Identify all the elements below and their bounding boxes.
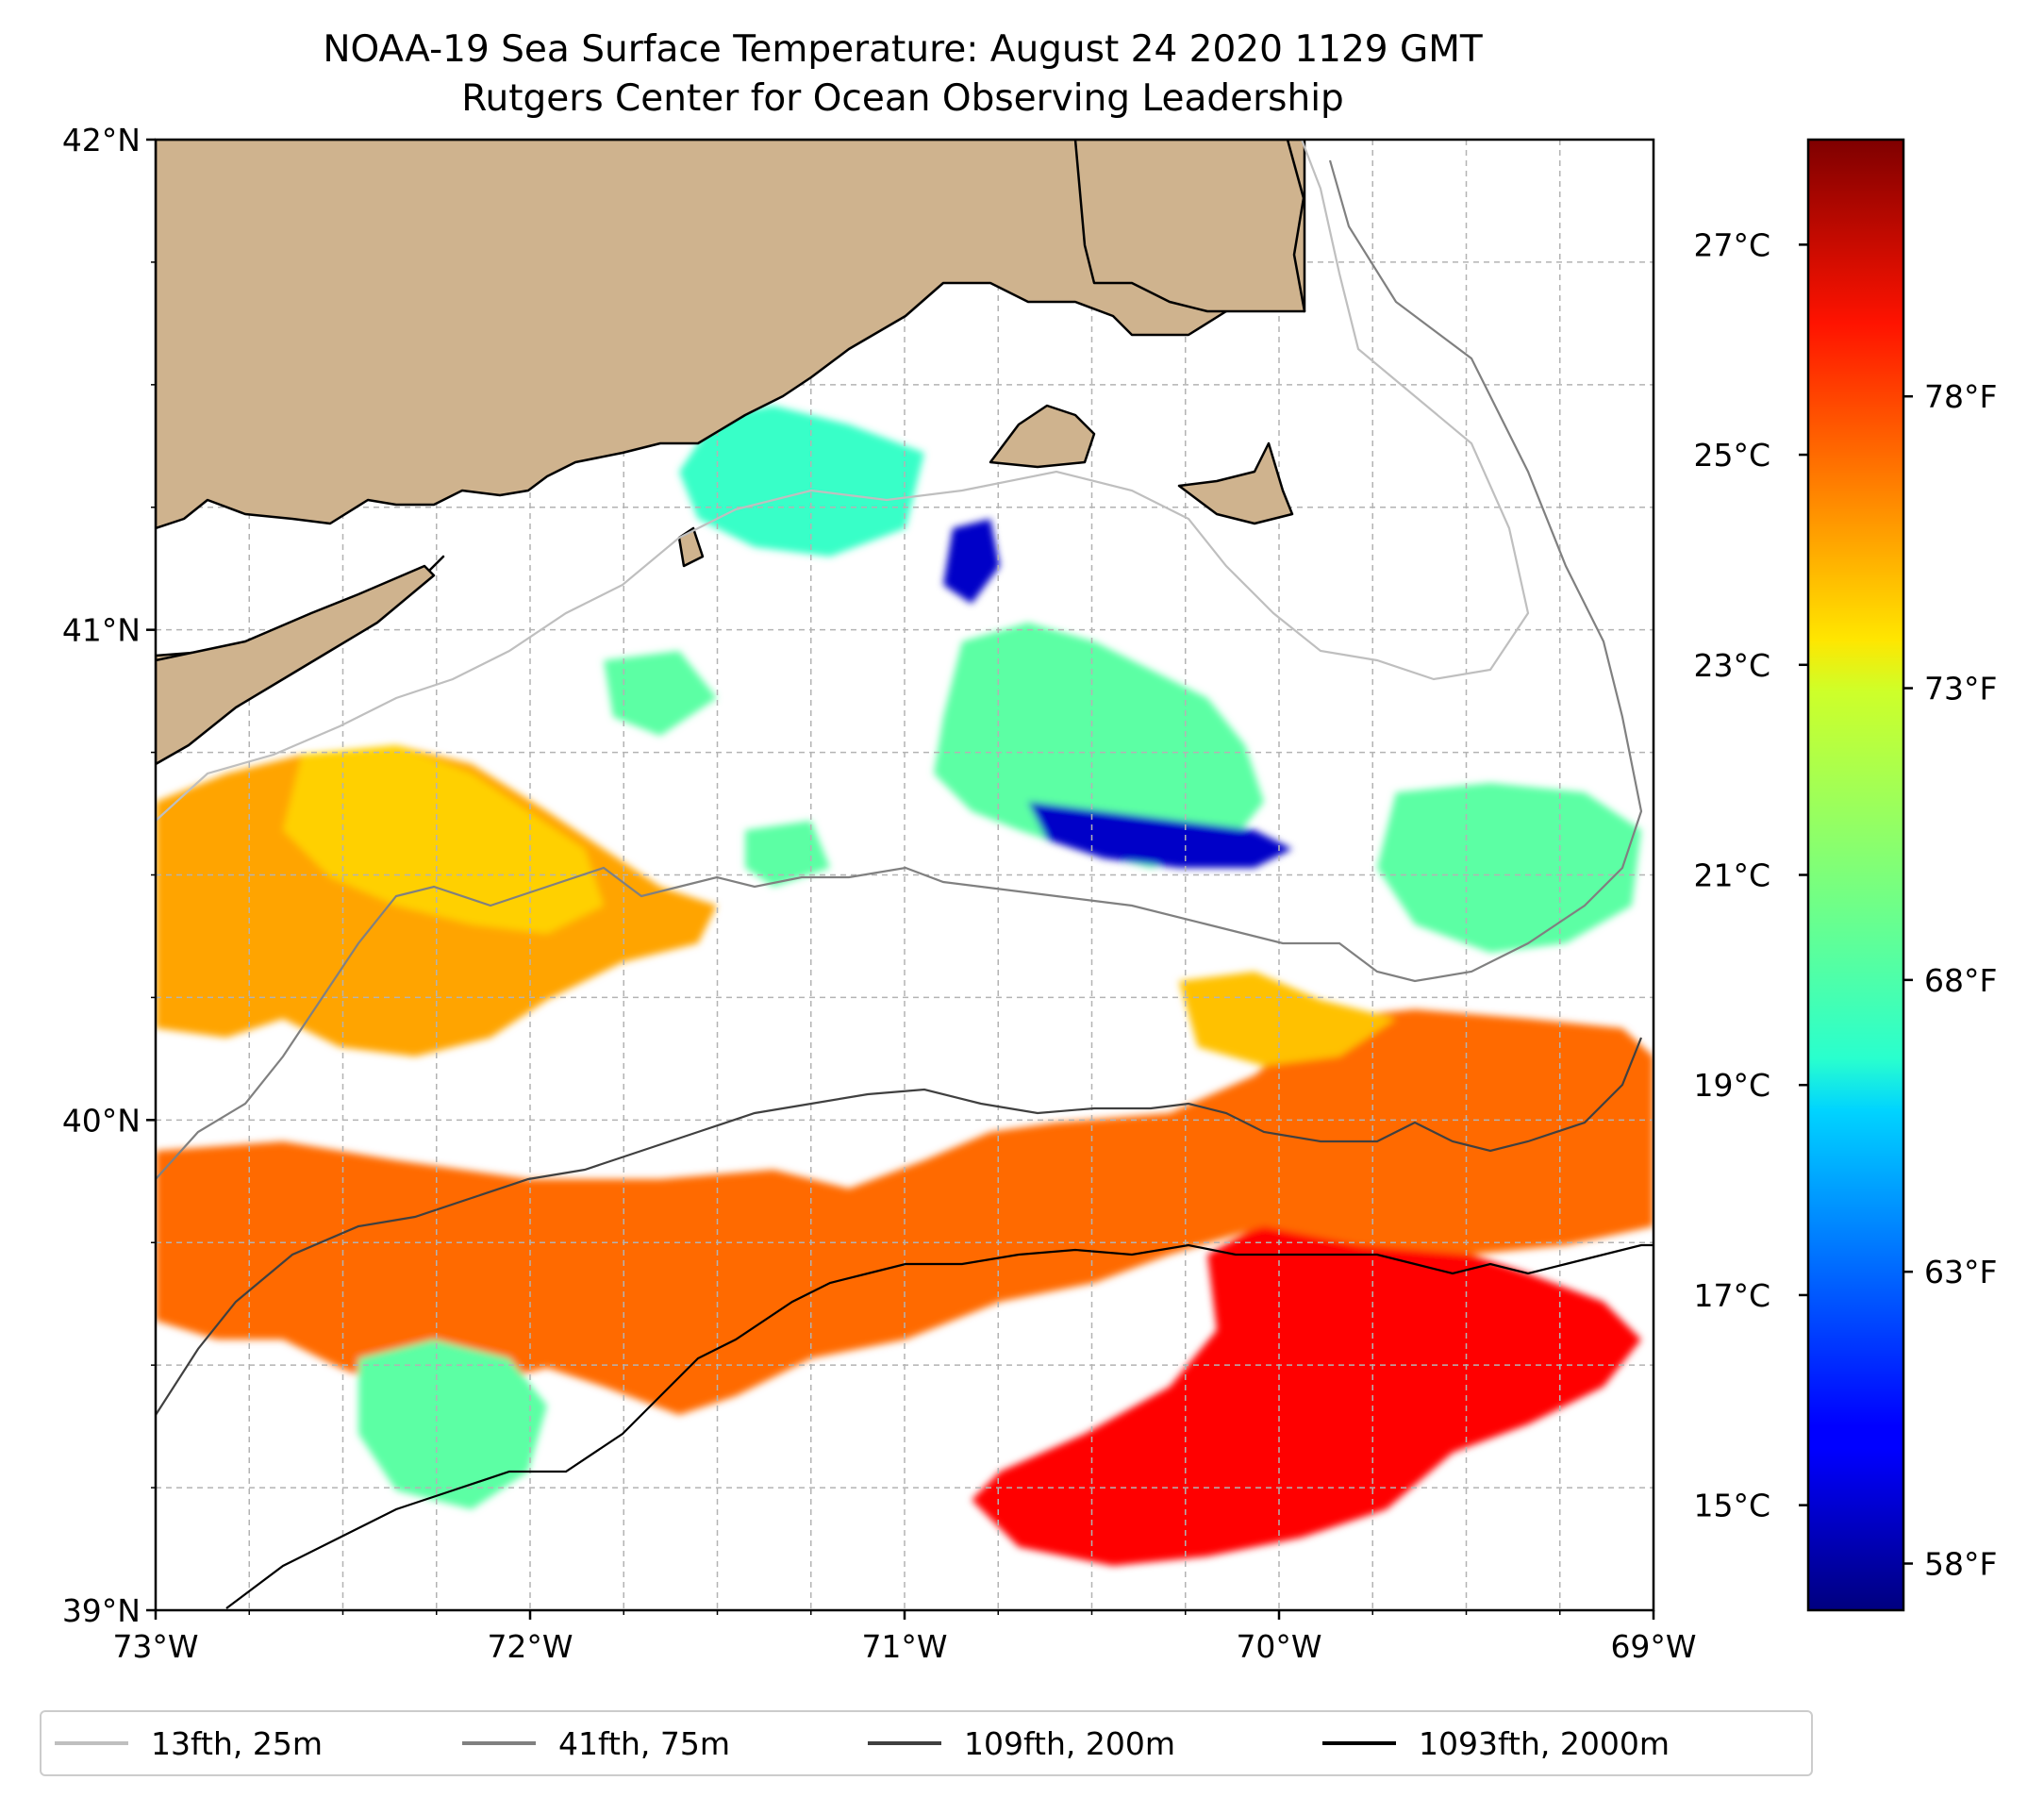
legend-line-75m [462,1741,536,1745]
sst-patch-central-cool-patch [934,623,1264,868]
legend-label-2000m: 1093fth, 2000m [1419,1724,1670,1762]
lon-tick-label: 72°W [487,1628,573,1665]
lat-tick-label: 39°N [62,1592,141,1629]
colorbar-celsius-label: 19°C [1693,1067,1770,1104]
sst-patch-east-shelf-patch [1179,972,1396,1066]
legend-item-2000m: 1093fth, 2000m [1322,1712,1670,1774]
lat-tick-label: 41°N [62,612,141,649]
legend-label-200m: 109fth, 200m [964,1724,1175,1762]
isobath-legend: 13fth, 25m 41fth, 75m 109fth, 200m 1093f… [40,1710,1813,1776]
colorbar [1808,140,1903,1610]
sst-patch-small-cool-1 [604,651,717,736]
map-axes: 73°W 72°W 71°W 70°W 69°W 42°N 41°N 40°N 39°N [62,122,1697,1665]
sst-patch-sound-waters [679,406,924,557]
colorbar-fahrenheit-label: 68°F [1924,962,1997,999]
sst-patch-central-cold-core [1028,802,1292,868]
land-layer [156,140,1306,766]
legend-line-25m [55,1741,128,1745]
sst-patch-cool-southwest [358,1339,547,1509]
land-cape-cod [1073,140,1306,313]
isobath-layer [156,140,1653,1609]
colorbar-celsius-label: 17°C [1693,1277,1770,1314]
colorbar-fahrenheit-label: 63°F [1924,1254,1997,1290]
sst-patch-cold-north [943,519,1000,604]
lat-tick-label: 42°N [62,122,141,158]
sst-patch-southeast-warm-core [972,1217,1641,1566]
legend-item-25m: 13fth, 25m [55,1712,323,1774]
lon-tick-label: 70°W [1236,1628,1321,1665]
isobath-2000m [225,1243,1653,1609]
isobath-200m [156,1037,1643,1416]
map-title: NOAA-19 Sea Surface Temperature: August … [323,28,1483,71]
sst-patch-northwest-patch [283,745,604,934]
legend-line-2000m [1322,1741,1396,1745]
land-block-island [677,526,705,568]
colorbar-celsius-label: 27°C [1693,226,1770,263]
colorbar-celsius-label: 15°C [1693,1488,1770,1524]
colorbar-celsius-label: 25°C [1693,437,1770,474]
lon-tick-label: 71°W [861,1628,947,1665]
colorbar-axes: 15°C 17°C 19°C 21°C 23°C 25°C 27°C 58°F 63°F 68°F… [1693,226,1997,1582]
legend-item-75m: 41fth, 75m [462,1712,730,1774]
map-plot-area [156,140,1653,1610]
sst-patch-east-cool [1377,783,1641,953]
land-nantucket [1177,441,1294,525]
land-new-england [156,140,1306,530]
graticule [156,140,1653,1610]
colorbar-celsius-label: 23°C [1693,647,1770,684]
lon-tick-label: 69°W [1610,1628,1696,1665]
isobath-25m [156,140,1530,822]
colorbar-fahrenheit-label: 58°F [1924,1546,1997,1583]
legend-label-75m: 41fth, 75m [558,1724,730,1762]
lat-tick-label: 40°N [62,1102,141,1139]
legend-item-200m: 109fth, 200m [868,1712,1175,1774]
legend-label-25m: 13fth, 25m [151,1724,323,1762]
land-marthas-vineyard [989,404,1096,469]
isobath-75m [156,159,1643,1180]
colorbar-fahrenheit-label: 78°F [1924,378,1997,415]
sst-patch-small-cool-2 [745,821,830,887]
colorbar-celsius-label: 21°C [1693,857,1770,894]
map-subtitle: Rutgers Center for Ocean Observing Leade… [461,77,1344,120]
land-long-island-main [156,564,436,766]
colorbar-fahrenheit-label: 73°F [1924,671,1997,707]
legend-line-200m [868,1741,941,1745]
lon-tick-label: 73°W [112,1628,198,1665]
